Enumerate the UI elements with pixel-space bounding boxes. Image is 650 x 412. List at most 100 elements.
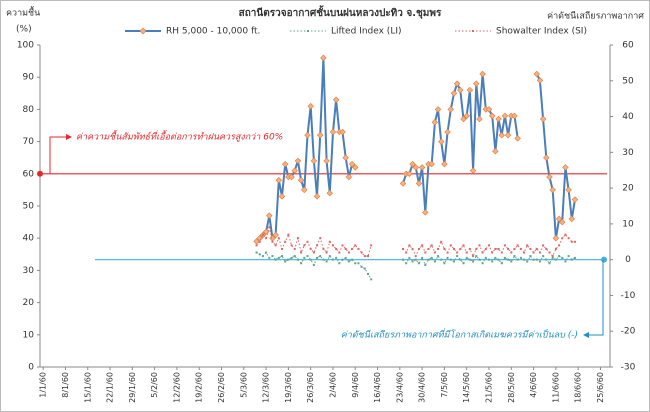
point (507, 247, 510, 250)
x-tick-label: 9/4/60 (351, 372, 360, 398)
point (363, 255, 366, 258)
point (551, 256, 554, 259)
point (513, 255, 516, 258)
point (357, 247, 360, 250)
point (548, 251, 551, 254)
point (536, 77, 544, 84)
point (453, 80, 461, 87)
x-tick-label: 2/4/60 (328, 372, 337, 398)
point (447, 106, 455, 113)
point (476, 115, 483, 123)
point (433, 260, 436, 263)
point (497, 247, 500, 250)
point (341, 258, 344, 261)
y2-tick-label: 50 (622, 76, 634, 86)
point (332, 96, 340, 103)
point (291, 167, 298, 174)
point (351, 258, 354, 261)
point (347, 260, 350, 263)
x-tick-label: 11/6/60 (551, 372, 560, 403)
point (571, 196, 579, 203)
legend-marker (472, 30, 474, 32)
y2-axis-label: ค่าดัชนีเสถียรภาพอากาศ (547, 11, 644, 22)
point (543, 154, 550, 161)
legend-label: Showalter Index (SI) (496, 27, 587, 37)
point (507, 258, 510, 261)
point (293, 247, 296, 250)
point (545, 258, 548, 261)
point (345, 173, 353, 181)
point (487, 244, 490, 247)
point (568, 215, 576, 223)
point (322, 247, 325, 250)
point (539, 115, 547, 123)
point (561, 256, 564, 259)
x-tick-label: 21/5/60 (484, 372, 493, 403)
y2-tick-label: -20 (621, 327, 636, 337)
point (478, 258, 481, 261)
point (316, 256, 319, 259)
legend-label: Lifted Index (LI) (331, 27, 402, 37)
point (417, 247, 420, 250)
y-tick-label: 100 (17, 41, 34, 51)
x-tick-label: 15/1/60 (83, 372, 92, 403)
point (459, 247, 462, 250)
point (304, 131, 311, 139)
point (402, 258, 405, 261)
y2-tick-label: 10 (622, 219, 634, 229)
point (312, 251, 315, 254)
point (366, 272, 369, 275)
point (487, 258, 490, 261)
point (465, 251, 468, 254)
point (405, 251, 408, 254)
x-tick-label: 26/2/60 (217, 372, 226, 403)
point (316, 131, 324, 139)
y2-tick-label: 0 (625, 255, 631, 265)
point (406, 170, 413, 178)
point (284, 260, 287, 263)
point (328, 240, 331, 243)
y-axis-label: (%) (16, 25, 32, 35)
point (417, 262, 420, 265)
point (529, 247, 532, 250)
point (307, 102, 314, 110)
point (430, 244, 433, 247)
x-tick-label: 5/2/60 (150, 372, 159, 398)
x-tick-label: 12/2/60 (172, 372, 181, 403)
point (300, 262, 303, 265)
point (281, 247, 284, 250)
arrow-head (583, 332, 589, 338)
x-tick-label: 1/1/60 (39, 372, 48, 398)
x-tick-label: 22/1/60 (106, 372, 115, 403)
point (491, 251, 494, 254)
point (265, 237, 268, 240)
point (405, 262, 408, 265)
point (271, 240, 274, 243)
y-tick-label: 50 (23, 202, 35, 212)
point (446, 251, 449, 254)
point (341, 244, 344, 247)
point (408, 256, 411, 259)
annotation-arrow (49, 136, 68, 174)
point (303, 256, 306, 259)
y2-tick-label: -30 (621, 363, 636, 373)
point (414, 258, 417, 261)
point (519, 256, 522, 259)
point (475, 255, 478, 258)
point (533, 70, 540, 78)
point (415, 180, 423, 187)
y-tick-label: 80 (23, 105, 35, 115)
point (535, 247, 538, 250)
point (322, 258, 325, 261)
y-tick-label: 30 (23, 266, 35, 276)
point (326, 189, 334, 197)
point (500, 251, 503, 254)
point (479, 70, 486, 78)
point (450, 90, 458, 97)
point (344, 247, 347, 250)
point (272, 231, 279, 239)
point (310, 157, 318, 165)
arrow-head (66, 134, 72, 140)
point (288, 173, 295, 181)
point (468, 247, 471, 250)
